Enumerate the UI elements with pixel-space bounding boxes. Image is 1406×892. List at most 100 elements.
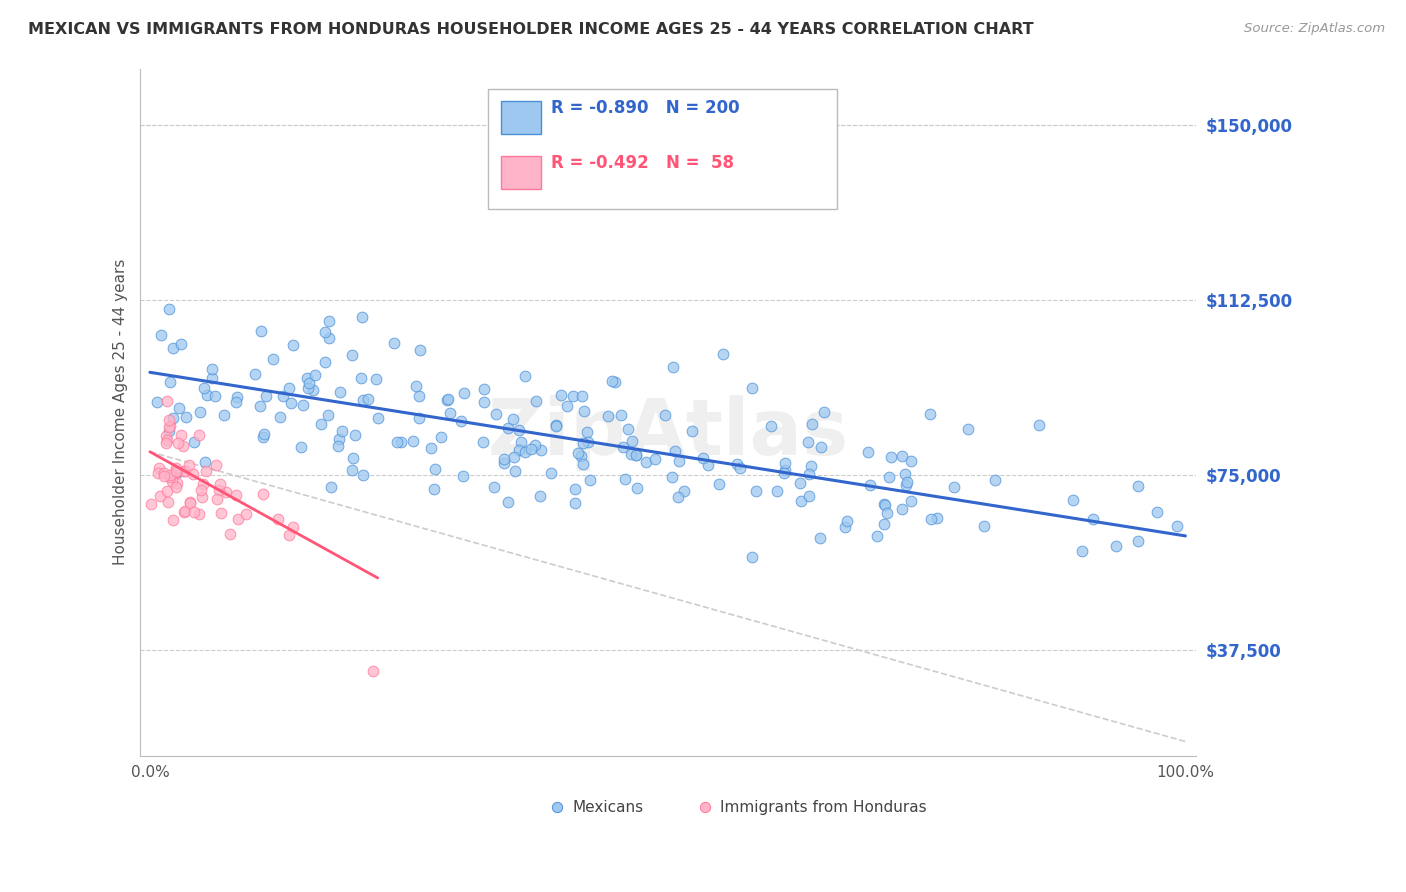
Point bbox=[835, 514, 858, 528]
Point bbox=[405, 379, 427, 393]
Point bbox=[875, 499, 897, 513]
Point bbox=[773, 463, 796, 477]
Text: Source: ZipAtlas.com: Source: ZipAtlas.com bbox=[1244, 22, 1385, 36]
Point bbox=[167, 465, 190, 479]
Point bbox=[503, 450, 526, 464]
Point bbox=[789, 475, 811, 490]
Point bbox=[201, 361, 224, 376]
Point bbox=[711, 347, 734, 361]
Point bbox=[956, 422, 979, 436]
Point bbox=[562, 389, 585, 403]
Point bbox=[800, 458, 823, 473]
Point bbox=[318, 314, 340, 328]
Point bbox=[766, 483, 789, 498]
Point bbox=[219, 527, 242, 541]
Point bbox=[191, 476, 214, 491]
Point bbox=[342, 463, 364, 477]
Point bbox=[451, 469, 474, 483]
Point bbox=[165, 480, 187, 494]
Point bbox=[156, 495, 179, 509]
Point bbox=[893, 467, 915, 481]
Point bbox=[596, 409, 619, 423]
Point bbox=[472, 382, 495, 396]
Point bbox=[1028, 417, 1050, 432]
Point bbox=[790, 494, 813, 508]
Point bbox=[159, 467, 181, 482]
Point bbox=[492, 451, 515, 466]
Point bbox=[600, 375, 623, 389]
Point bbox=[155, 435, 177, 450]
Point bbox=[271, 388, 294, 402]
Point bbox=[810, 440, 832, 454]
Point bbox=[149, 489, 172, 503]
Point bbox=[1128, 479, 1150, 493]
Point bbox=[709, 476, 731, 491]
Point bbox=[190, 491, 212, 505]
Point bbox=[621, 434, 644, 448]
Point bbox=[693, 819, 716, 833]
Point bbox=[866, 529, 889, 543]
Point bbox=[262, 351, 284, 366]
Point bbox=[319, 480, 342, 494]
Point bbox=[352, 468, 374, 483]
Point bbox=[208, 483, 231, 497]
Point bbox=[654, 408, 676, 422]
Point bbox=[614, 472, 637, 486]
Point bbox=[165, 464, 187, 478]
Point bbox=[153, 469, 176, 483]
Point bbox=[159, 419, 181, 434]
Point bbox=[328, 432, 350, 446]
Point bbox=[212, 408, 235, 422]
Point bbox=[187, 507, 209, 521]
Point bbox=[204, 458, 226, 472]
Point bbox=[173, 505, 195, 519]
Point bbox=[340, 348, 363, 362]
Point bbox=[540, 466, 562, 480]
Point bbox=[314, 326, 336, 340]
Point bbox=[890, 449, 912, 463]
Point bbox=[179, 458, 201, 472]
Point bbox=[644, 452, 666, 467]
Point bbox=[453, 385, 475, 400]
Point bbox=[352, 392, 374, 407]
Point bbox=[620, 447, 643, 461]
Point bbox=[278, 527, 301, 541]
Point bbox=[668, 454, 690, 468]
Point bbox=[382, 335, 405, 350]
Point bbox=[179, 496, 201, 510]
Point bbox=[661, 359, 683, 374]
Point bbox=[157, 424, 180, 438]
Point bbox=[672, 484, 695, 499]
Point bbox=[280, 395, 302, 409]
Point bbox=[156, 483, 179, 498]
Point bbox=[167, 401, 190, 416]
Point bbox=[728, 461, 751, 475]
Point bbox=[485, 407, 508, 421]
Point bbox=[925, 511, 948, 525]
Point bbox=[330, 425, 353, 439]
Point bbox=[920, 511, 942, 525]
Point bbox=[420, 442, 443, 456]
Point bbox=[243, 368, 266, 382]
FancyBboxPatch shape bbox=[501, 156, 541, 189]
Text: R = -0.492   N =  58: R = -0.492 N = 58 bbox=[551, 154, 734, 172]
Point bbox=[808, 531, 831, 545]
Point bbox=[389, 435, 412, 450]
Point bbox=[797, 435, 820, 450]
Point bbox=[668, 490, 690, 504]
Point bbox=[174, 464, 197, 478]
Point bbox=[283, 337, 305, 351]
Text: MEXICAN VS IMMIGRANTS FROM HONDURAS HOUSEHOLDER INCOME AGES 25 - 44 YEARS CORREL: MEXICAN VS IMMIGRANTS FROM HONDURAS HOUS… bbox=[28, 22, 1033, 37]
Point bbox=[626, 448, 648, 462]
Point bbox=[569, 449, 592, 463]
Point bbox=[304, 368, 326, 383]
Point bbox=[329, 385, 352, 400]
Text: Immigrants from Honduras: Immigrants from Honduras bbox=[720, 799, 927, 814]
Point bbox=[664, 444, 686, 458]
Point bbox=[254, 389, 277, 403]
Point bbox=[314, 355, 336, 369]
Point bbox=[148, 461, 170, 475]
Point bbox=[187, 428, 209, 442]
Point bbox=[165, 460, 187, 475]
Point bbox=[430, 429, 453, 443]
